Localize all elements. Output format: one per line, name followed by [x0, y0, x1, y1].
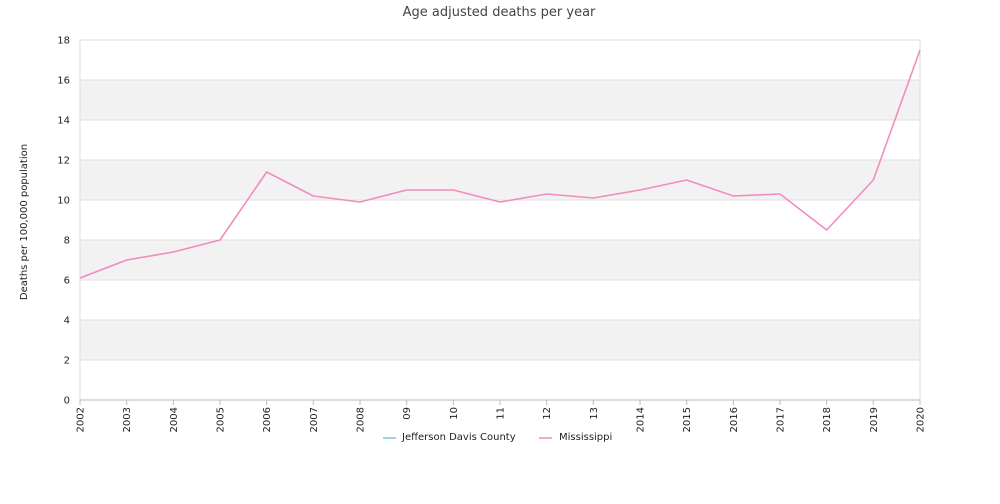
- y-tick-label: 4: [64, 316, 70, 327]
- series-line-mississippi: [79, 49, 921, 279]
- grid-band: [80, 200, 920, 240]
- series-lines: [79, 49, 921, 279]
- x-axis-ticks: 2002 2003 2004 2005 2006 2007 2008 09 10 11 12 13 20…: [76, 400, 927, 432]
- grid-band: [80, 80, 920, 120]
- x-tick-label: 2017: [776, 407, 787, 432]
- x-tick-label: 2015: [682, 407, 693, 432]
- grid-band: [80, 120, 920, 160]
- legend-label-jefferson-davis-county: Jefferson Davis County: [401, 432, 516, 443]
- x-tick-label: 09: [402, 407, 413, 420]
- y-tick-label: 8: [64, 236, 70, 247]
- y-tick-label: 18: [57, 36, 70, 47]
- x-tick-label: 10: [449, 407, 460, 420]
- x-tick-label: 13: [589, 407, 600, 420]
- grid-band: [80, 160, 920, 200]
- x-tick-label: 2003: [122, 407, 133, 432]
- x-tick-label: 2016: [729, 407, 740, 432]
- y-tick-label: 0: [64, 396, 70, 407]
- x-tick-label: 2002: [76, 407, 87, 432]
- y-tick-label: 2: [64, 356, 70, 367]
- legend-label-mississippi: Mississippi: [559, 432, 612, 443]
- grid-band: [80, 360, 920, 400]
- grid-band: [80, 320, 920, 360]
- x-tick-label: 2019: [869, 407, 880, 432]
- y-tick-label: 14: [57, 116, 70, 127]
- x-tick-label: 2006: [262, 407, 273, 432]
- x-tick-label: 2008: [356, 407, 367, 432]
- grid-band: [80, 240, 920, 280]
- x-tick-label: 2007: [309, 407, 320, 432]
- grid-bands: [80, 40, 920, 400]
- grid-band: [80, 40, 920, 80]
- y-axis-label: Deaths per 100,000 population: [19, 144, 30, 300]
- x-tick-label: 2020: [916, 407, 927, 432]
- x-tick-label: 12: [542, 407, 553, 420]
- x-tick-label: 2004: [169, 407, 180, 432]
- grid-band: [80, 280, 920, 320]
- x-tick-label: 2014: [636, 407, 647, 432]
- x-tick-label: 2018: [822, 407, 833, 432]
- x-tick-label: 11: [496, 407, 507, 420]
- y-axis-ticks: 0 2 4 6 8 10 12 14 16 18: [57, 36, 70, 407]
- chart-title: Age adjusted deaths per year: [403, 5, 596, 20]
- y-tick-label: 10: [57, 196, 70, 207]
- y-tick-label: 12: [57, 156, 70, 167]
- legend: Jefferson Davis County Mississippi: [383, 432, 612, 443]
- y-tick-label: 6: [64, 276, 70, 287]
- x-tick-label: 2005: [216, 407, 227, 432]
- y-tick-label: 16: [57, 76, 70, 87]
